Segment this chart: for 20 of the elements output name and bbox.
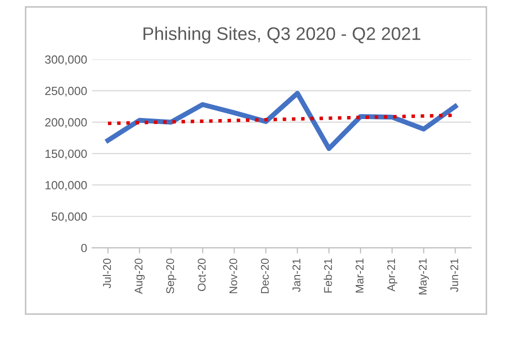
x-tick-label: Mar-21 <box>356 258 364 292</box>
y-tick-label: 250,000 <box>45 86 87 97</box>
x-tick-label: Jan-21 <box>292 258 300 292</box>
x-tick-label: Jun-21 <box>450 258 458 292</box>
y-tick-label: 200,000 <box>45 118 87 128</box>
x-tick-label: Feb-21 <box>324 258 332 292</box>
x-tick-label: Apr-21 <box>387 258 398 292</box>
chart-title: Phishing Sites, Q3 2020 - Q2 2021 <box>144 26 420 44</box>
x-tick-label: Nov-20 <box>229 258 238 294</box>
y-tick-label: 300,000 <box>45 55 87 66</box>
y-tick-label: 0 <box>81 244 87 252</box>
x-tick-label: Oct-20 <box>198 258 206 292</box>
y-tick-label: 100,000 <box>46 181 87 191</box>
x-tick-label: Jul-20 <box>102 258 111 288</box>
y-tick-label: 150,000 <box>46 150 87 160</box>
x-tick-label: Sep-20 <box>166 258 176 294</box>
x-tick-label: Aug-20 <box>134 258 145 294</box>
x-tick-label: Dec-20 <box>260 258 269 294</box>
y-tick-label: 50,000 <box>52 212 87 222</box>
x-tick-label: May-21 <box>418 258 429 294</box>
